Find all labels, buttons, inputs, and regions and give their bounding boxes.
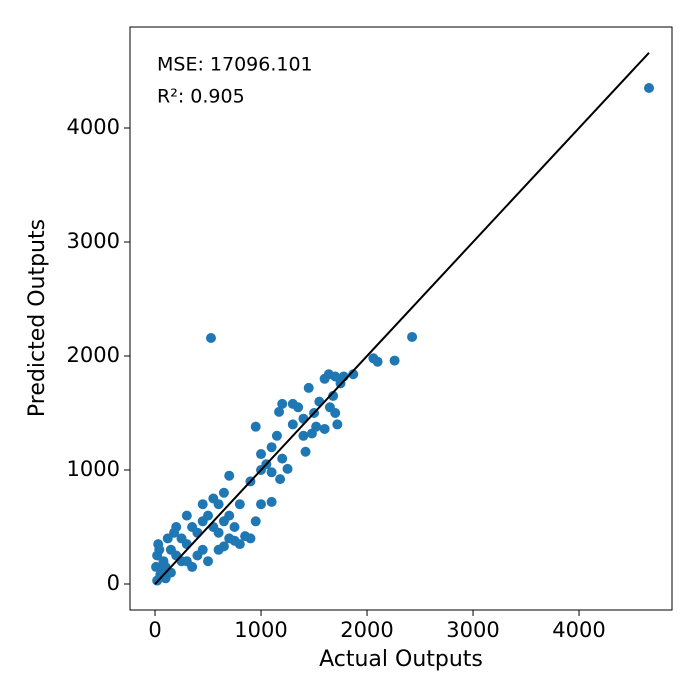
point (319, 423, 330, 434)
annotation: R²: 0.905 (157, 86, 245, 108)
point (298, 430, 309, 441)
point (298, 413, 309, 424)
point (154, 544, 165, 555)
point (250, 516, 261, 527)
point (328, 390, 339, 401)
y-tick-label: 3000 (67, 229, 120, 253)
point (277, 398, 288, 409)
point (266, 442, 277, 453)
point (224, 470, 235, 481)
point (187, 561, 198, 572)
x-tick-label: 0 (148, 618, 161, 642)
point (162, 533, 173, 544)
point (192, 527, 203, 538)
point (234, 539, 245, 550)
point (407, 331, 418, 342)
point (330, 371, 341, 382)
point (224, 510, 235, 521)
point (240, 531, 251, 542)
point (229, 522, 240, 533)
point (274, 406, 285, 417)
point (314, 396, 325, 407)
point (332, 419, 343, 430)
y-tick-label: 4000 (67, 115, 120, 139)
point (287, 419, 298, 430)
point (300, 446, 311, 457)
y-axis-label: Predicted Outputs (25, 219, 50, 417)
point (271, 430, 282, 441)
point (389, 355, 400, 366)
x-tick-label: 3000 (446, 618, 499, 642)
point (197, 516, 208, 527)
point (213, 527, 224, 538)
point (306, 428, 317, 439)
point (293, 402, 304, 413)
point (205, 332, 216, 343)
annotation: MSE: 17096.101 (157, 54, 313, 76)
y-tick-label: 1000 (67, 457, 120, 481)
point (282, 463, 293, 474)
point (275, 474, 286, 485)
point (372, 356, 383, 367)
point (197, 499, 208, 510)
point (208, 493, 219, 504)
point (213, 544, 224, 555)
point (256, 499, 267, 510)
x-tick-label: 1000 (234, 618, 287, 642)
point (303, 382, 314, 393)
point (181, 539, 192, 550)
point (643, 82, 654, 93)
point (203, 556, 214, 567)
point (156, 565, 167, 576)
x-tick-label: 2000 (340, 618, 393, 642)
point (256, 449, 267, 460)
point (234, 499, 245, 510)
point (266, 496, 277, 507)
x-axis-label: Actual Outputs (319, 647, 483, 672)
fit-line (154, 52, 650, 585)
point (192, 550, 203, 561)
point (319, 373, 330, 384)
point (176, 556, 187, 567)
point (266, 467, 277, 478)
point (277, 453, 288, 464)
point (330, 408, 341, 419)
point (348, 369, 359, 380)
y-tick-label: 0 (107, 571, 120, 595)
point (250, 421, 261, 432)
point (169, 527, 180, 538)
point (181, 510, 192, 521)
point (218, 487, 229, 498)
plot-frame (129, 26, 673, 611)
y-tick-label: 2000 (67, 343, 120, 367)
x-tick-label: 4000 (552, 618, 605, 642)
